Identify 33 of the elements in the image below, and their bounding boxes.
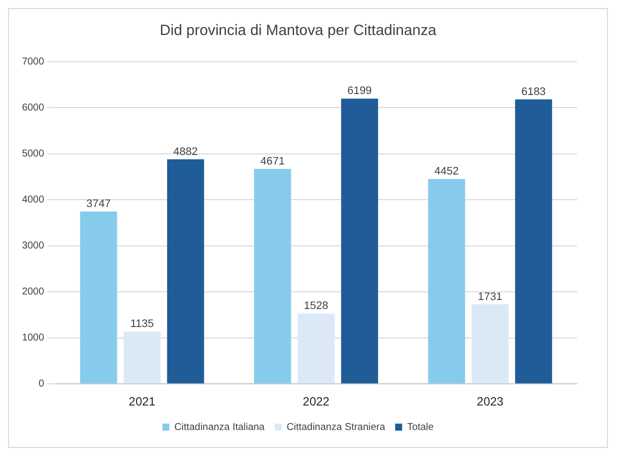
- bar: [254, 168, 292, 384]
- bar: [124, 332, 161, 384]
- data-label: 3747: [86, 198, 111, 210]
- data-label: 6183: [521, 86, 546, 98]
- legend-label: Totale: [407, 422, 434, 433]
- y-tick-label: 6000: [22, 102, 45, 114]
- data-label: 4671: [260, 155, 285, 168]
- bar: [472, 304, 509, 384]
- bar: [80, 211, 118, 384]
- data-label: 6199: [347, 85, 372, 98]
- x-tick-label: 2022: [302, 394, 330, 408]
- bar: [515, 99, 552, 384]
- y-tick-label: 1000: [22, 332, 45, 344]
- bar: [341, 98, 378, 384]
- bar: [167, 159, 204, 384]
- y-tick-label: 4000: [22, 194, 45, 206]
- y-tick-label: 2000: [22, 286, 45, 298]
- data-label: 4882: [173, 146, 198, 158]
- y-tick-label: 5000: [22, 148, 45, 160]
- bar: [428, 179, 466, 384]
- data-label: 1528: [304, 300, 328, 312]
- y-tick-label: 3000: [22, 240, 45, 252]
- y-tick-label: 7000: [22, 56, 45, 68]
- data-label: 4452: [434, 166, 459, 178]
- data-label: 1135: [130, 318, 154, 330]
- data-label: 1731: [478, 290, 502, 303]
- x-tick-label: 2021: [128, 394, 156, 408]
- chart-title: Did provincia di Mantova per Cittadinanza: [160, 22, 438, 40]
- legend-label: Cittadinanza Italiana: [174, 422, 266, 433]
- bar: [298, 314, 335, 384]
- x-tick-label: 2023: [476, 394, 504, 408]
- legend-label: Cittadinanza Straniera: [286, 422, 386, 433]
- y-tick-label: 0: [38, 378, 45, 390]
